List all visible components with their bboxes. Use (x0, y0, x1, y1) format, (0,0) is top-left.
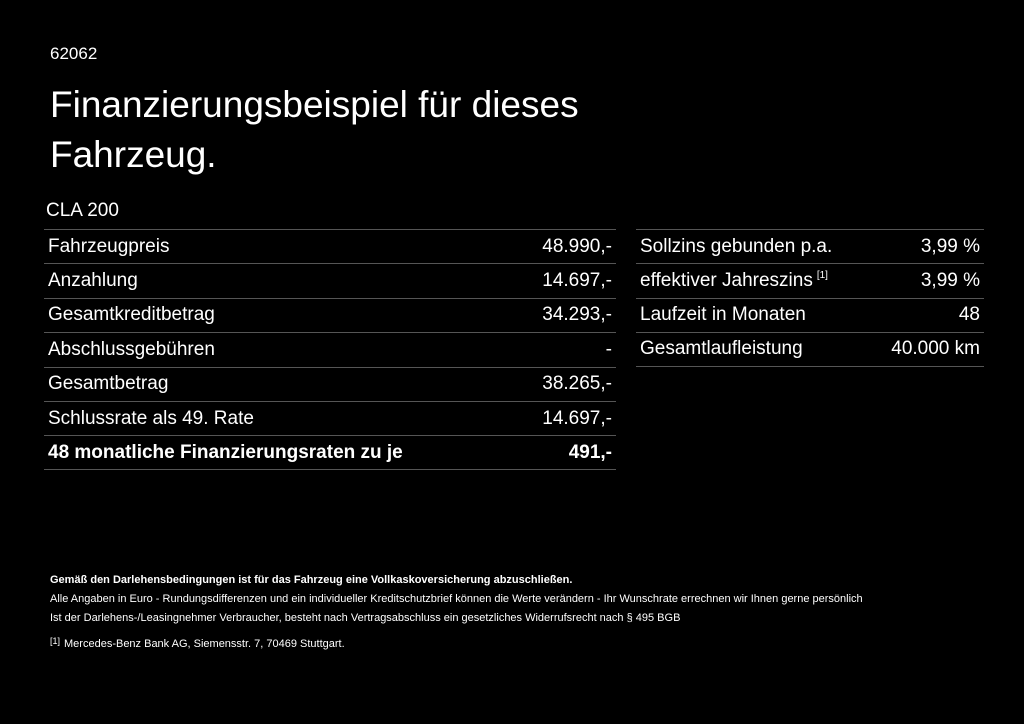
label-text: 48 monatliche Finanzierungsraten zu je (48, 441, 403, 463)
label-text: Laufzeit in Monaten (640, 304, 806, 326)
label-text: Abschlussgebühren (48, 338, 215, 360)
table-row: Gesamtkreditbetrag 34.293,- (44, 297, 616, 332)
footnote-mark: [1] (50, 636, 61, 646)
row-label: Abschlussgebühren (48, 339, 215, 361)
code: 62062 (50, 44, 98, 63)
row-label: Schlussrate als 49. Rate (48, 408, 254, 430)
row-label: Anzahlung (48, 270, 138, 292)
table-row: Schlussrate als 49. Rate 14.697,- (44, 400, 616, 435)
table-row: Laufzeit in Monaten 48 (636, 297, 984, 332)
row-value: 48.990,- (542, 235, 612, 257)
table-row: Sollzins gebunden p.a. 3,99 % (636, 229, 984, 263)
row-value: 38.265,- (542, 373, 612, 395)
row-value: 48 (958, 304, 980, 326)
table-row: effektiver Jahreszins [1] 3,99 % (636, 263, 984, 297)
note-line: Alle Angaben in Euro - Rundungsdifferenz… (50, 593, 863, 605)
row-value: 491,- (568, 441, 612, 463)
table-row: Fahrzeugpreis 48.990,- (44, 229, 616, 263)
note-line: Ist der Darlehens-/Leasingnehmer Verbrau… (50, 612, 681, 624)
label-text: Anzahlung (48, 270, 138, 292)
row-label: 48 monatliche Finanzierungsraten zu je (48, 442, 403, 464)
table-row: Anzahlung 14.697,- (44, 263, 616, 297)
notes: Gemäß den Darlehensbedingungen ist für d… (50, 571, 863, 654)
label-text: Fahrzeugpreis (48, 235, 170, 257)
table-row: Abschlussgebühren - (44, 332, 616, 366)
model: CLA 200 (46, 200, 119, 221)
row-value: 14.697,- (542, 270, 612, 292)
right-table: Sollzins gebunden p.a. 3,99 % effektiver J… (636, 229, 984, 367)
row-label: Gesamtlaufleistung (640, 338, 803, 360)
row-value: 40.000 km (891, 338, 980, 360)
footnote-text: Mercedes-Benz Bank AG, Siemensstr. 7, 70… (64, 638, 345, 650)
title: Finanzierungsbeispiel für dieses Fahrzeu… (50, 84, 579, 175)
row-value: 3,99 % (920, 270, 980, 292)
table-row: Gesamtlaufleistung 40.000 km (636, 332, 984, 367)
row-label: Gesamtkreditbetrag (48, 304, 215, 326)
row-label: Sollzins gebunden p.a. (640, 236, 832, 258)
row-label: Gesamtbetrag (48, 373, 168, 395)
row-value: 34.293,- (542, 304, 612, 326)
row-label: Laufzeit in Monaten (640, 304, 806, 326)
row-label: Fahrzeugpreis (48, 236, 169, 258)
label-text: effektiver Jahreszins (640, 270, 813, 292)
row-value: 3,99 % (920, 235, 980, 257)
label-text: Gesamtbetrag (48, 373, 169, 395)
row-value: - (605, 338, 612, 360)
left-table: Fahrzeugpreis 48.990,- Anzahlung 14.697,- Ge… (44, 229, 616, 470)
label-text: Schlussrate als 49. Rate (48, 407, 254, 429)
label-text: Sollzins gebunden p.a. (640, 235, 833, 257)
table-row: Gesamtbetrag 38.265,- (44, 366, 616, 401)
label-text: Gesamtlaufleistung (640, 338, 803, 360)
note-bold: Gemäß den Darlehensbedingungen ist für d… (50, 574, 573, 586)
footnote-ref: [1] (816, 270, 828, 282)
footnote: [1] Mercedes-Benz Bank AG, Siemensstr. 7,… (50, 632, 863, 654)
row-value: 14.697,- (542, 407, 612, 429)
row-label: effektiver Jahreszins [1] (640, 270, 828, 292)
table-row: 48 monatliche Finanzierungsraten zu je 49… (44, 435, 616, 470)
label-text: Gesamtkreditbetrag (48, 304, 215, 326)
